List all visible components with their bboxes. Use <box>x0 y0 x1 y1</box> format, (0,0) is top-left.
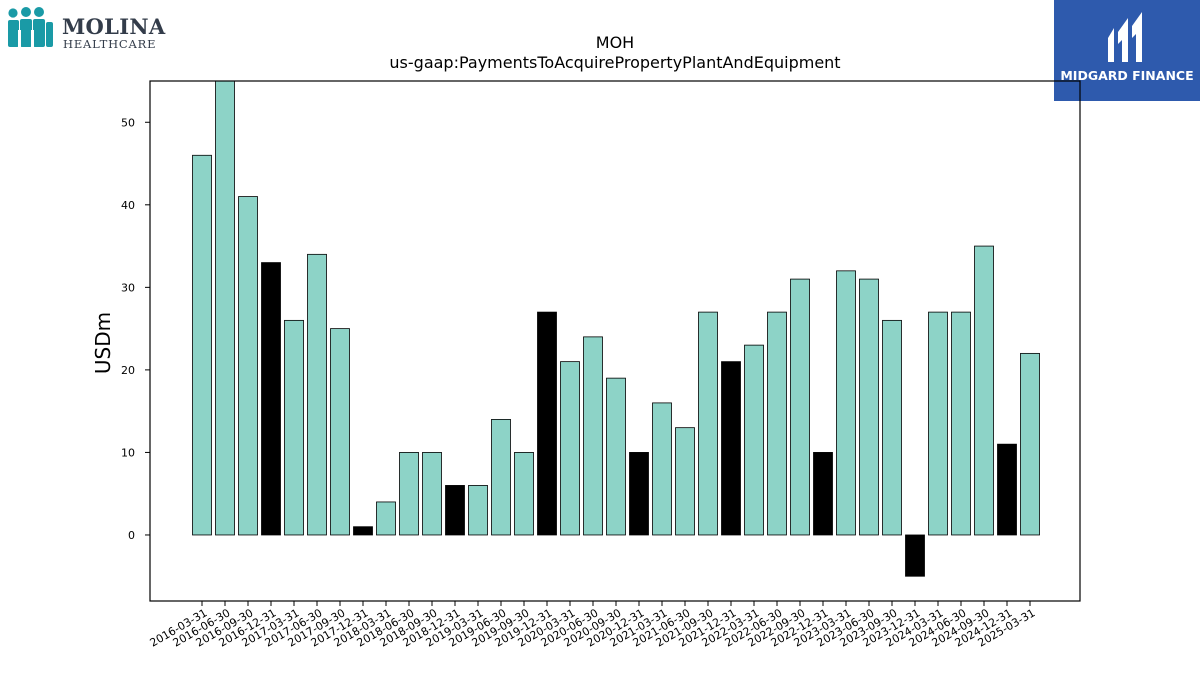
bar-2016-09-30 <box>238 196 258 536</box>
bar-2025-03-31 <box>1020 352 1040 536</box>
y-tick-label: 20 <box>121 364 135 377</box>
chart-title: MOH <box>596 33 634 52</box>
molina-healthcare-logo: MOLINA HEALTHCARE <box>6 6 165 51</box>
bar-2024-12-31 <box>997 443 1017 536</box>
x-axis-ticks: 2016-03-312016-06-302016-09-302016-12-31… <box>148 601 1038 650</box>
bar-2022-03-31 <box>744 344 764 536</box>
y-axis-ticks: 0 10 20 30 40 50 <box>121 116 150 542</box>
y-axis-label: USDm <box>91 312 115 374</box>
bar-2018-09-30 <box>422 452 442 536</box>
bar-2019-03-31 <box>468 485 488 536</box>
bar-2022-06-30 <box>767 311 787 536</box>
bar-2019-06-30 <box>491 419 511 536</box>
bar-2020-03-31 <box>560 361 580 536</box>
bar-2018-06-30 <box>399 452 419 536</box>
midgard-finance-logo: MIDGARD FINANCE <box>1054 0 1200 101</box>
bar-2017-09-30 <box>330 328 350 536</box>
y-tick-label: 10 <box>121 446 135 459</box>
bar-2016-03-31 <box>192 154 212 536</box>
bars-group <box>192 80 1040 577</box>
bar-2020-06-30 <box>583 336 603 536</box>
molina-people-icon <box>8 7 53 47</box>
bar-2019-09-30 <box>514 452 534 536</box>
logo-left-name: MOLINA <box>62 14 166 39</box>
bar-2023-06-30 <box>859 278 879 536</box>
bar-2021-03-31 <box>652 402 672 536</box>
y-tick-label: 0 <box>128 529 135 542</box>
bar-2017-06-30 <box>307 253 327 536</box>
y-tick-label: 30 <box>121 281 135 294</box>
y-tick-label: 40 <box>121 199 135 212</box>
bar-2019-12-31 <box>537 311 557 536</box>
bar-2021-06-30 <box>675 427 695 536</box>
chart-subtitle: us-gaap:PaymentsToAcquirePropertyPlantAn… <box>389 53 840 72</box>
bar-2022-09-30 <box>790 278 810 536</box>
bar-2022-12-31 <box>813 452 833 536</box>
bar-2016-06-30 <box>215 80 235 536</box>
plot-frame <box>149 80 1081 602</box>
bar-2018-12-31 <box>445 485 465 536</box>
logo-left-subtitle: HEALTHCARE <box>63 37 157 51</box>
y-tick-label: 50 <box>121 116 135 129</box>
bar-2024-09-30 <box>974 245 994 536</box>
bar-2024-03-31 <box>928 311 948 536</box>
midgard-m-icon <box>1108 12 1142 62</box>
bar-2021-09-30 <box>698 311 718 536</box>
bar-2017-03-31 <box>284 319 304 536</box>
bar-2021-12-31 <box>721 361 741 536</box>
bar-2023-12-31 <box>905 534 925 577</box>
bar-2018-03-31 <box>376 501 396 536</box>
bar-2017-12-31 <box>353 526 373 536</box>
bar-2023-09-30 <box>882 319 902 536</box>
bar-2016-12-31 <box>261 262 281 536</box>
bar-2020-09-30 <box>606 377 626 536</box>
logo-right-name: MIDGARD FINANCE <box>1060 68 1194 83</box>
bar-2020-12-31 <box>629 452 649 536</box>
bar-2023-03-31 <box>836 270 856 536</box>
bar-2024-06-30 <box>951 311 971 536</box>
